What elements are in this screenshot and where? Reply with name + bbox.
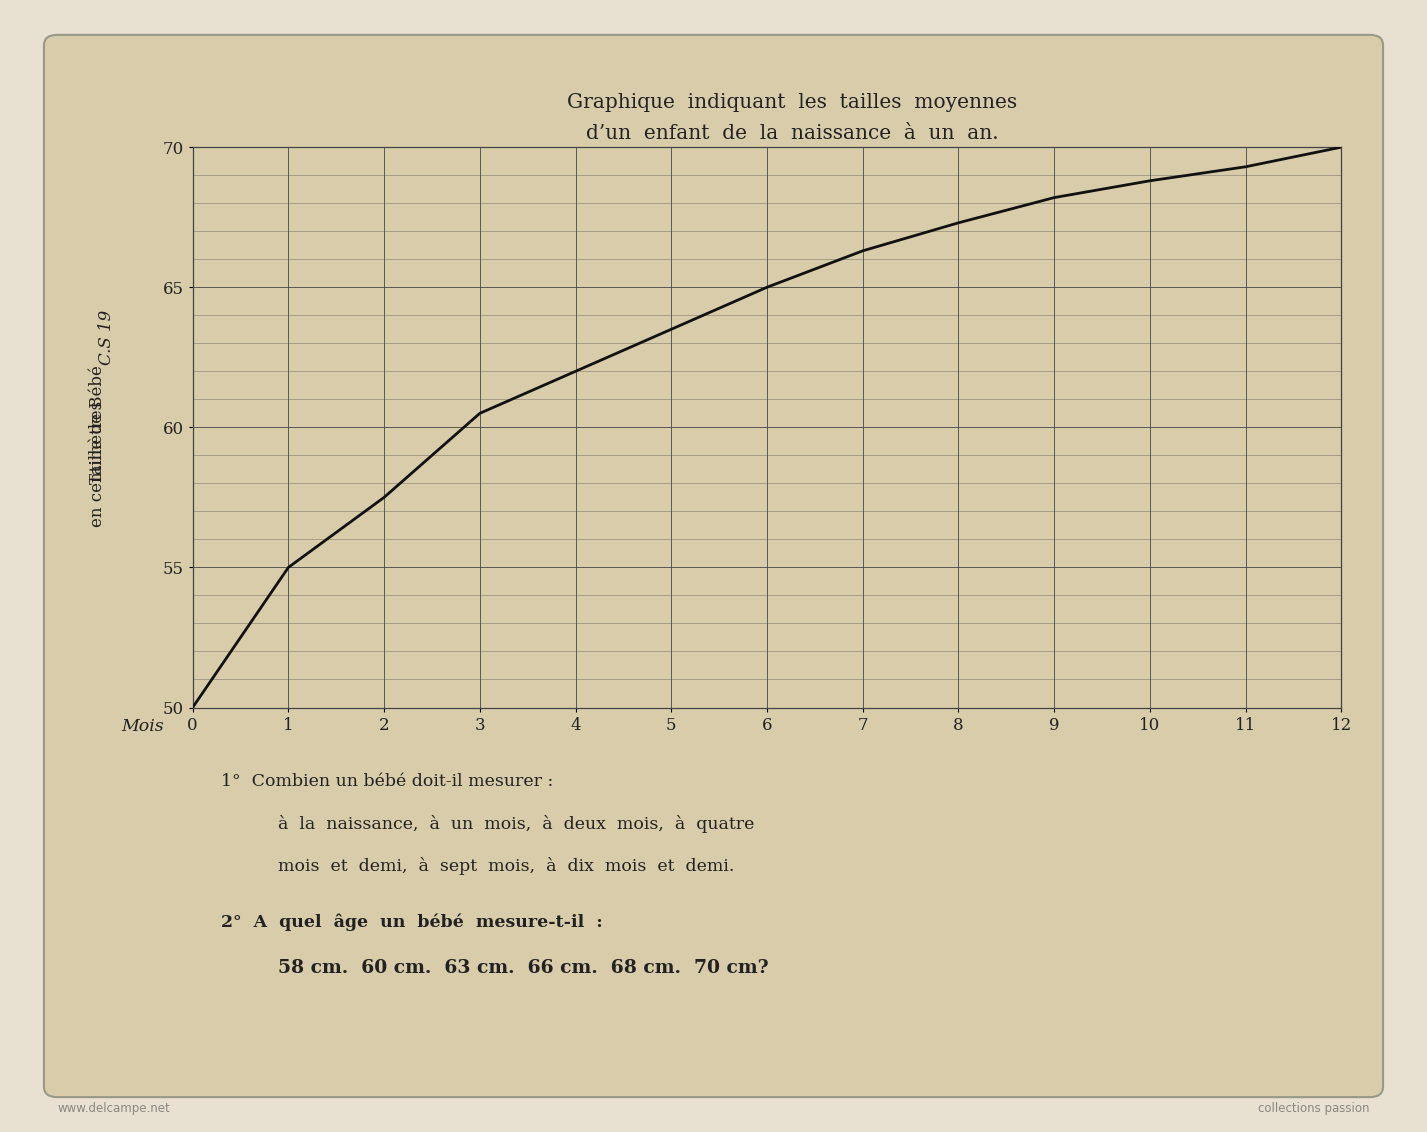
Text: d’un  enfant  de  la  naissance  à  un  an.: d’un enfant de la naissance à un an. (586, 125, 999, 144)
Text: www.delcampe.net: www.delcampe.net (57, 1103, 170, 1115)
Text: collections passion: collections passion (1259, 1103, 1370, 1115)
Text: C.S 19: C.S 19 (98, 309, 116, 365)
Text: 2°  A  quel  âge  un  bébé  mesure-t-il  :: 2° A quel âge un bébé mesure-t-il : (221, 914, 604, 932)
FancyBboxPatch shape (44, 35, 1383, 1097)
Text: 58 cm.  60 cm.  63 cm.  66 cm.  68 cm.  70 cm?: 58 cm. 60 cm. 63 cm. 66 cm. 68 cm. 70 cm… (278, 959, 769, 977)
Text: mois  et  demi,  à  sept  mois,  à  dix  mois  et  demi.: mois et demi, à sept mois, à dix mois et… (278, 857, 735, 875)
Text: Taille de Bébé: Taille de Bébé (88, 365, 106, 484)
Text: en centimètres: en centimètres (88, 401, 106, 528)
Text: Graphique  indiquant  les  tailles  moyennes: Graphique indiquant les tailles moyennes (567, 93, 1017, 112)
Text: Mois: Mois (121, 718, 164, 736)
Text: à  la  naissance,  à  un  mois,  à  deux  mois,  à  quatre: à la naissance, à un mois, à deux mois, … (278, 815, 755, 833)
Text: 1°  Combien un bébé doit-il mesurer :: 1° Combien un bébé doit-il mesurer : (221, 772, 554, 790)
